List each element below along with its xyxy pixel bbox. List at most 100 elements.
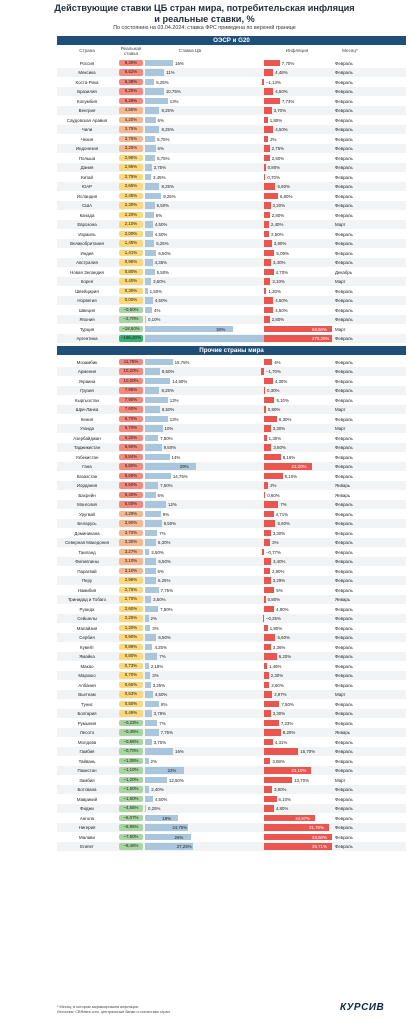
cb-rate-bar: [145, 586, 159, 593]
cb-rate-bar: [145, 164, 152, 171]
country-label: Польша: [78, 155, 96, 161]
country-label: Замбия: [79, 777, 95, 783]
country-label: Венгрия: [78, 108, 96, 113]
inflation-label: 68,50%: [312, 326, 327, 332]
table-row: Албания 0,65% 3,25% 2,60% Февраль: [57, 680, 406, 690]
cb-rate-label: 3,50%: [153, 279, 166, 284]
month-label: Февраль: [335, 184, 353, 189]
table-row: Япония –2,70% 0,10% 2,80% Февраль: [57, 314, 406, 324]
real-rate-badge: 2,70%: [119, 596, 143, 603]
real-rate-badge: –1,60%: [119, 795, 143, 802]
cb-rate-label: 9,25%: [163, 193, 176, 199]
cb-rate-bar: [145, 776, 167, 783]
inflation-bar: [264, 510, 274, 517]
country-label: Дания: [80, 165, 94, 170]
real-rate-badge: 3,75%: [119, 135, 143, 142]
cb-rate-bar: [145, 444, 162, 451]
month-label: Март: [335, 407, 346, 412]
inflation-label: 23,10%: [291, 768, 307, 773]
month-label: Февраль: [335, 89, 353, 94]
table-row: Коста-Рика 6,38% 5,25% –1,13% Февраль: [57, 77, 406, 87]
cb-rate-label: 26%: [174, 834, 184, 840]
cb-rate-bar: [145, 719, 158, 726]
table-row: Болгария 0,49% 3,79% 3,30% Февраль: [57, 708, 406, 718]
month-label: Февраль: [335, 473, 353, 479]
country-label: Сейшелы: [77, 616, 97, 621]
inflation-label: 2,90%: [271, 568, 285, 574]
table-row: Ботсвана –1,50% 2,40% 3,90% Февраль: [57, 784, 406, 794]
inflation-label: 7,50%: [281, 701, 294, 707]
inflation-bar: [264, 700, 280, 707]
real-rate-badge: 0,70%: [119, 672, 143, 679]
country-label: Кения: [80, 416, 94, 422]
cb-rate-label: 0,25%: [148, 806, 161, 811]
inflation-label: 3,29%: [272, 578, 286, 583]
inflation-label: 7,74%: [281, 98, 295, 104]
inflation-label: –0,25%: [266, 616, 281, 621]
country-label: Канада: [79, 212, 95, 218]
country-label: Беларусь: [77, 521, 97, 526]
cb-rate-label: 7,50%: [160, 483, 173, 488]
real-rate-badge: 2,45%: [119, 192, 143, 199]
inflation-label: 23,20%: [291, 464, 307, 469]
month-label: Февраль: [335, 559, 353, 564]
inflation-label: 4,80%: [275, 806, 289, 811]
inflation-bar: [260, 368, 264, 375]
cb-rate-bar: [145, 510, 161, 517]
inflation-label: –0,77%: [266, 549, 281, 555]
cb-rate-label: 11%: [166, 70, 175, 75]
inflation-label: 2,80%: [271, 212, 285, 218]
cb-rate-label: 9,50%: [163, 521, 177, 526]
month-label: Февраль: [335, 212, 353, 218]
real-rate-badge: 3,27%: [119, 548, 143, 555]
cb-rate-label: 4,50%: [154, 222, 168, 227]
table-row: Маврикий –1,60% 4,50% 6,10% Февраль: [57, 794, 406, 804]
inflation-label: 5,60%: [277, 184, 290, 189]
inflation-label: 3,97%: [274, 692, 287, 697]
inflation-label: 2%: [270, 483, 277, 488]
inflation-bar: [264, 316, 270, 323]
real-rate-badge: 3,70%: [119, 529, 143, 536]
cb-rate-bar: [145, 116, 156, 123]
real-rate-badge: –1,10%: [119, 767, 143, 774]
real-rate-badge: 2,10%: [119, 221, 143, 228]
inflation-bar: [264, 69, 274, 76]
cb-rate-label: 5,50%: [156, 203, 170, 208]
real-rate-badge: 6,20%: [119, 434, 143, 441]
inflation-bar: [264, 520, 276, 527]
country-label: Румыния: [77, 720, 97, 726]
cb-rate-bar: [145, 643, 153, 650]
inflation-label: 8,20%: [282, 730, 296, 735]
country-label: ЮАР: [81, 184, 93, 189]
real-rate-badge: –1,20%: [119, 776, 143, 783]
real-rate-badge: 10,20%: [119, 368, 143, 375]
real-rate-badge: 3,30%: [119, 539, 143, 546]
real-rate-badge: 3,10%: [119, 567, 143, 574]
column-header-country: Страна: [79, 48, 95, 53]
cb-rate-bar: [145, 529, 158, 536]
inflation-bar: [264, 173, 266, 180]
month-label: Февраль: [335, 806, 353, 811]
inflation-bar: [264, 59, 280, 66]
inflation-bar: [264, 729, 281, 736]
inflation-bar: [264, 501, 279, 508]
table-row: Польша 2,95% 5,75% 2,80% Февраль: [57, 153, 406, 163]
country-label: Норвегия: [77, 298, 97, 303]
inflation-bar: [264, 472, 283, 479]
cb-rate-label: 19%: [162, 815, 172, 821]
inflation-bar: [264, 814, 316, 821]
inflation-bar: [264, 738, 273, 745]
inflation-label: 3,60%: [273, 445, 286, 450]
inflation-bar: [264, 221, 269, 228]
footnote-source: Источник: CBRates.com, центральные банки…: [57, 1010, 170, 1015]
table-row: Северная Македония 3,30% 6,30% 3% Февраль: [57, 537, 406, 547]
cb-rate-bar: [145, 396, 168, 403]
inflation-label: 2,60%: [271, 682, 284, 688]
table-row: Таиланд 3,27% 2,50% –0,77% Февраль: [57, 547, 406, 557]
inflation-bar: [264, 145, 270, 152]
cb-rate-label: 12%: [168, 502, 177, 507]
real-rate-badge: 4,29%: [119, 510, 143, 517]
cb-rate-bar: [145, 325, 233, 332]
country-label: Макао: [80, 663, 94, 669]
inflation-label: 4,71%: [275, 511, 289, 517]
